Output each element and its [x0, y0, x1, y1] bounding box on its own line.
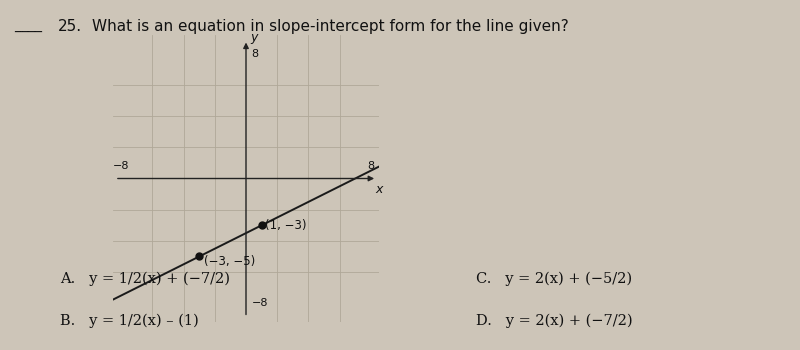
Text: 25.: 25.	[58, 19, 82, 34]
Text: C.   y = 2(x) + (−5/2): C. y = 2(x) + (−5/2)	[476, 271, 632, 286]
Text: (1, −3): (1, −3)	[266, 219, 307, 232]
Text: −8: −8	[113, 161, 130, 171]
Text: D.   y = 2(x) + (−7/2): D. y = 2(x) + (−7/2)	[476, 313, 633, 328]
Text: x: x	[376, 183, 383, 196]
Text: B.   y = 1/2(x) – (1): B. y = 1/2(x) – (1)	[60, 313, 198, 328]
Text: 8: 8	[251, 49, 258, 59]
Text: A.   y = 1/2(x) + (−7/2): A. y = 1/2(x) + (−7/2)	[60, 271, 230, 286]
Text: 8: 8	[367, 161, 374, 171]
Text: y: y	[250, 31, 258, 44]
Text: What is an equation in slope-intercept form for the line given?: What is an equation in slope-intercept f…	[92, 19, 569, 34]
Text: ____: ____	[14, 19, 42, 33]
Text: −8: −8	[251, 298, 268, 308]
Text: (−3, −5): (−3, −5)	[204, 255, 255, 268]
